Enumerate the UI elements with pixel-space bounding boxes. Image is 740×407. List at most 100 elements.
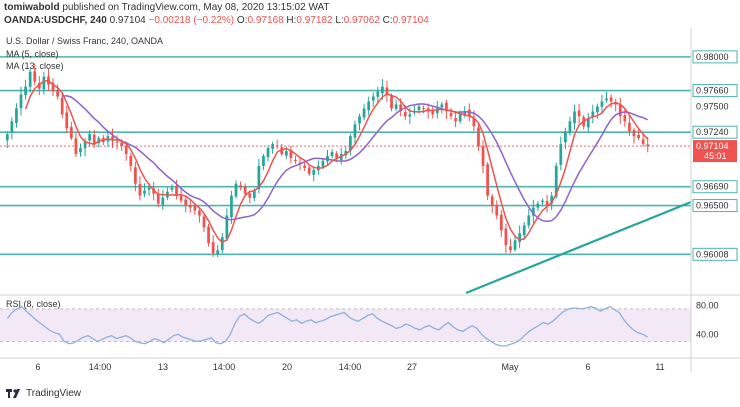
candle-body (321, 160, 325, 167)
candle-body (527, 215, 531, 226)
candle-body (390, 96, 393, 109)
candle-body (422, 107, 425, 109)
candle-body (5, 134, 9, 141)
candle-body (495, 205, 499, 216)
author-name[interactable]: tomiwabold (4, 2, 60, 13)
tradingview-label: TradingView (26, 388, 82, 399)
candle-body (289, 149, 293, 158)
candle-body (257, 165, 261, 190)
candle-body (65, 112, 69, 129)
candle-body (248, 193, 252, 198)
candle-body (637, 134, 640, 139)
candle-body (394, 104, 398, 109)
candle-body (335, 153, 339, 158)
trend-line (465, 200, 692, 295)
candle-body (42, 76, 46, 90)
candle-body (550, 195, 554, 204)
candle-body (138, 184, 142, 196)
candle-body (417, 106, 421, 111)
candle-body (79, 148, 82, 153)
candle-body (234, 183, 238, 197)
time-axis-label: 13 (158, 362, 168, 372)
candle-body (143, 190, 146, 194)
candle-body (531, 207, 535, 216)
candle-body (628, 122, 631, 132)
candle-body (37, 82, 41, 89)
candle-body (69, 126, 73, 139)
candle-body (518, 233, 521, 243)
rsi-legend[interactable]: RSI (8, close) (6, 299, 61, 309)
candle-body (111, 136, 114, 141)
price-axis-label: 0.97660 (696, 86, 729, 96)
candle-body (564, 131, 567, 143)
candle-body (367, 101, 371, 111)
candle-body (545, 200, 549, 206)
close-value: 0.97104 (392, 15, 429, 26)
time-axis-label: 6 (585, 362, 590, 372)
candle-body (641, 139, 645, 145)
candle-body (266, 148, 270, 158)
candle-body (88, 134, 91, 141)
candle-body (129, 155, 133, 166)
rsi-axis-label: 40.00 (696, 329, 719, 339)
level-price-box (692, 180, 738, 194)
candle-body (408, 114, 412, 117)
countdown-label: 45:01 (704, 151, 727, 161)
chart-title: U.S. Dollar / Swiss Franc, 240, OANDA (6, 36, 164, 46)
candle-body (632, 129, 636, 137)
candle-body (449, 112, 453, 117)
candle-body (486, 164, 489, 196)
candle-body (239, 185, 242, 188)
tradingview-logo-icon (6, 389, 20, 398)
candle-body (381, 86, 384, 94)
candle-body (56, 90, 59, 97)
candle-body (596, 106, 599, 113)
candle-body (445, 102, 448, 112)
candle-body (481, 146, 485, 166)
level-price-box (692, 50, 738, 64)
candle-body (74, 138, 78, 155)
candle-body (403, 111, 407, 117)
candle-body (504, 228, 508, 246)
candle-body (499, 214, 503, 231)
candle-body (586, 118, 590, 128)
candle-body (179, 195, 183, 201)
time-axis-label: 14:00 (339, 362, 362, 372)
candle-body (10, 121, 14, 133)
ma13-line (62, 95, 649, 223)
price-change: −0.00218 (−0.22%) (148, 15, 235, 26)
rsi-line (6, 305, 648, 347)
candle-body (618, 104, 622, 117)
candle-body (28, 71, 32, 87)
candle-body (344, 151, 348, 156)
ma5-line (24, 79, 649, 244)
candle-body (175, 186, 178, 196)
tradingview-branding[interactable]: TradingView (6, 388, 81, 399)
candle-body (225, 215, 229, 239)
candle-body (431, 110, 435, 115)
candle-body (435, 108, 439, 114)
high-value: 0.97182 (296, 15, 333, 26)
candle-body (262, 156, 265, 167)
ma5-legend[interactable]: MA (5, close) (6, 49, 59, 59)
candle-body (252, 190, 256, 199)
candle-body (362, 108, 366, 118)
candle-body (591, 111, 595, 117)
candle-body (371, 96, 375, 101)
candle-body (353, 124, 357, 138)
symbol-label: OANDA:USDCHF, 240 (4, 15, 107, 26)
candle-body (284, 151, 288, 156)
price-axis-label: 0.97500 (696, 101, 729, 111)
candle-body (51, 82, 55, 92)
candle-body (275, 145, 279, 147)
price-axis-label: 0.96500 (696, 201, 729, 211)
candle-body (134, 167, 137, 184)
candle-body (307, 167, 311, 174)
price-axis-label: 0.98000 (696, 52, 729, 62)
time-axis-label: 20 (282, 362, 292, 372)
candle-body (207, 226, 210, 244)
ma13-legend[interactable]: MA (13, close) (6, 61, 64, 71)
candle-body (614, 103, 618, 105)
level-price-box (692, 125, 738, 139)
